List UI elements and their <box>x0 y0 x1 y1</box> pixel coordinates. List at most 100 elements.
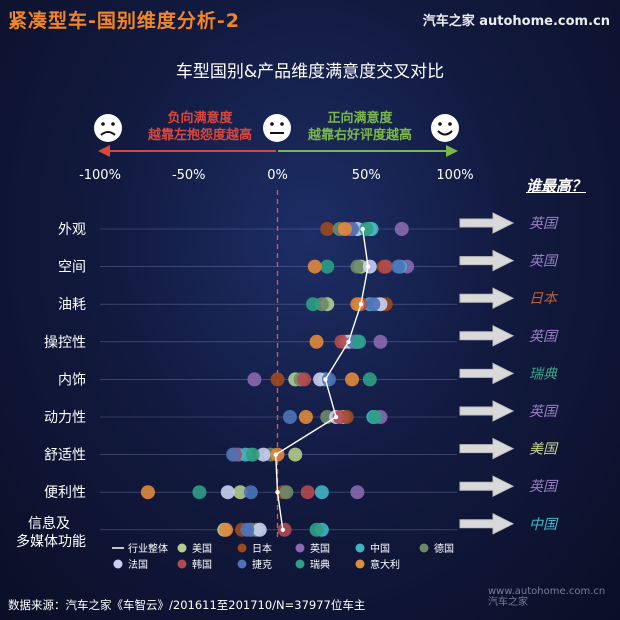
legend-swatch <box>237 559 247 569</box>
category-label-line: 内饰 <box>58 372 86 388</box>
winner-label: 美国 <box>529 442 559 458</box>
category-label-line: 油耗 <box>58 297 86 313</box>
legend-label: 瑞典 <box>310 558 330 571</box>
data-point <box>192 485 207 500</box>
data-point <box>309 334 324 349</box>
industry-line <box>273 226 371 532</box>
positive-description: 越靠右好评度越高 <box>307 128 412 143</box>
winner-arrow <box>459 437 515 460</box>
x-tick-label: 100% <box>436 168 473 183</box>
data-point <box>320 259 335 274</box>
winner-arrow <box>459 475 515 498</box>
legend-swatch <box>295 559 305 569</box>
data-point <box>362 372 377 387</box>
category-label: 空间 <box>58 260 86 276</box>
data-point <box>270 372 285 387</box>
winner-label: 英国 <box>529 329 559 345</box>
data-point <box>373 334 388 349</box>
industry-point <box>346 339 351 344</box>
category-label-line: 便利性 <box>44 485 86 501</box>
industry-point <box>323 377 328 382</box>
autohome-watermark: 汽车之家 autohome.com.cn <box>422 14 610 29</box>
data-point <box>297 372 312 387</box>
data-point <box>350 485 365 500</box>
data-point <box>306 297 320 312</box>
data-point <box>256 447 271 462</box>
data-point <box>314 485 329 500</box>
data-point <box>391 259 406 274</box>
industry-point <box>275 490 280 495</box>
industry-point <box>365 264 371 269</box>
data-point <box>321 372 336 387</box>
data-point <box>233 485 248 500</box>
data-point <box>247 372 262 387</box>
industry-point <box>360 226 365 232</box>
legend-label: 中国 <box>370 542 390 555</box>
data-points <box>140 222 415 537</box>
x-tick-label: 50% <box>352 168 381 183</box>
category-label: 信息及多媒体功能 <box>16 515 86 550</box>
legend-swatch <box>419 543 429 553</box>
data-point <box>334 334 349 349</box>
winner-label: 英国 <box>529 216 559 232</box>
chart-title: 车型国别&产品维度满意度交叉对比 <box>175 62 445 82</box>
legend-swatch <box>355 559 365 569</box>
positive-label: 正向满意度 <box>327 111 393 126</box>
category-label-line: 操控性 <box>44 335 86 351</box>
winner-arrow <box>459 212 515 234</box>
data-point <box>245 447 260 462</box>
footer-watermark-url: www.autohome.com.cn <box>488 586 606 597</box>
data-point <box>252 522 267 537</box>
negative-description: 越靠左抱怨度越高 <box>147 128 252 143</box>
data-point <box>220 485 235 500</box>
legend-label: 德国 <box>434 542 454 555</box>
industry-point <box>358 302 364 307</box>
industry-point <box>280 527 286 532</box>
legend-swatch <box>355 543 365 553</box>
legend-swatch <box>177 543 187 553</box>
winner-arrows <box>459 212 515 535</box>
category-label: 外观 <box>58 222 86 238</box>
data-point <box>226 447 241 462</box>
data-point <box>288 447 303 462</box>
data-point <box>219 522 234 537</box>
winner-arrow <box>459 249 515 272</box>
page-title: 紧凑型车-国别维度分析-2 <box>8 10 240 32</box>
data-point <box>394 222 409 236</box>
legend-swatch <box>295 543 305 553</box>
data-point <box>352 334 367 349</box>
winner-label: 中国 <box>529 517 559 533</box>
category-label: 操控性 <box>44 335 86 351</box>
footer-watermark: www.autohome.com.cn 汽车之家 <box>488 586 605 608</box>
data-point <box>350 259 365 274</box>
happy-face-icon <box>431 114 459 142</box>
winner-label: 英国 <box>529 479 559 495</box>
data-point <box>366 297 381 312</box>
data-point <box>307 259 322 274</box>
category-label-line: 动力性 <box>44 410 86 426</box>
legend-label: 意大利 <box>370 558 400 571</box>
data-point <box>320 222 335 236</box>
legend-swatch <box>177 559 187 569</box>
category-label-line: 多媒体功能 <box>16 533 86 550</box>
category-label: 便利性 <box>44 485 86 501</box>
data-point <box>140 485 155 500</box>
category-label-line: 信息及 <box>28 515 70 532</box>
category-label-line: 外观 <box>58 222 86 238</box>
data-point <box>309 522 324 537</box>
legend-swatch <box>113 559 123 569</box>
x-tick-label: -100% <box>79 168 121 183</box>
winner-arrow <box>459 324 515 347</box>
category-label-line: 舒适性 <box>44 448 86 464</box>
x-tick-label: 0% <box>267 168 288 183</box>
data-point <box>337 222 352 236</box>
data-point <box>332 410 347 424</box>
data-point <box>298 410 313 424</box>
data-point <box>282 410 297 424</box>
winner-label: 英国 <box>529 404 559 420</box>
legend-label: 捷克 <box>252 558 272 571</box>
